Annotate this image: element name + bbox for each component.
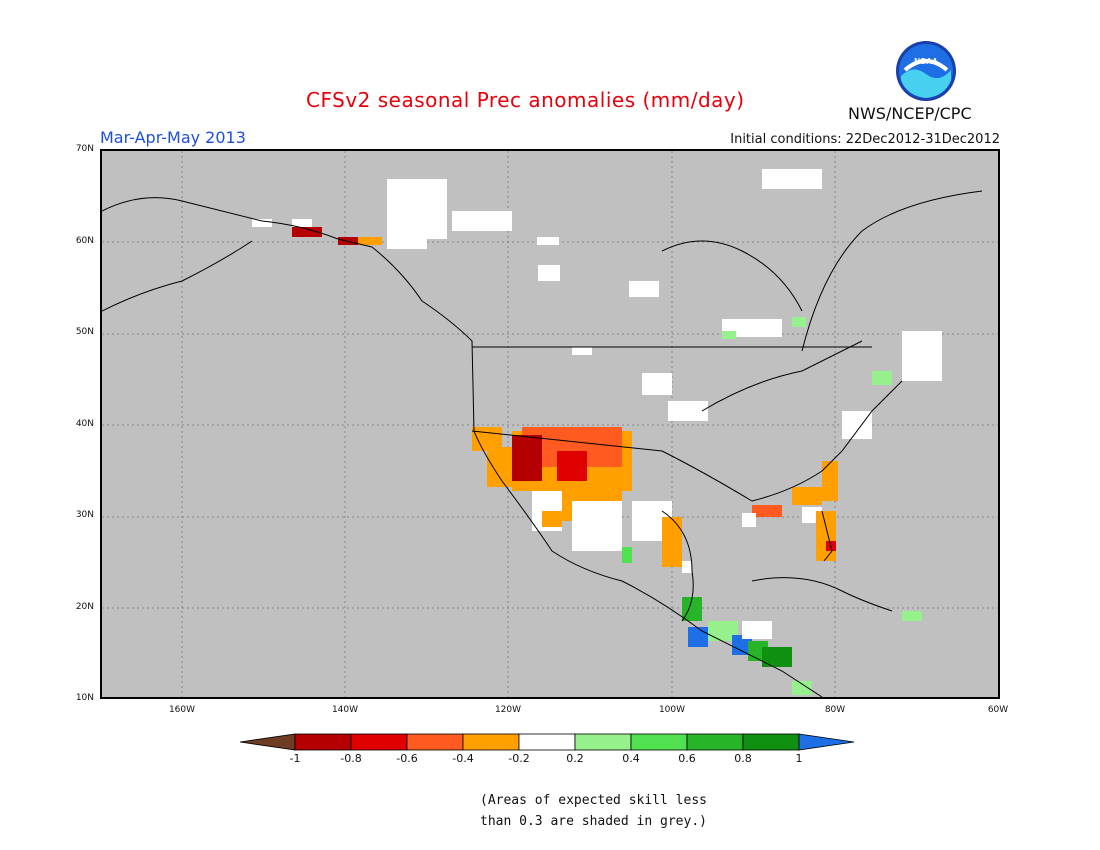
colorbar-tick-label: 0.2	[566, 752, 584, 765]
colorbar-cell	[294, 733, 352, 751]
colorbar-cell	[406, 733, 464, 751]
colorbar-tick-label: 0.6	[678, 752, 696, 765]
season-label: Mar-Apr-May 2013	[100, 128, 246, 147]
colorbar-tick-label: 0.4	[622, 752, 640, 765]
footnote-line-1: (Areas of expected skill less	[480, 793, 707, 808]
colorbar-cell	[686, 733, 744, 751]
colorbar-cell	[630, 733, 688, 751]
agency-label: NWS/NCEP/CPC	[848, 104, 972, 123]
initial-conditions-label: Initial conditions: 22Dec2012-31Dec2012	[730, 132, 1000, 147]
lon-label-60w: 60W	[987, 705, 1009, 715]
map-panel	[100, 149, 1000, 699]
lon-label-160w: 160W	[168, 705, 196, 715]
colorbar-tick-label: -0.6	[396, 752, 418, 765]
map-canvas	[101, 151, 998, 698]
colorbar-tick-label: -0.8	[340, 752, 362, 765]
coastlines	[101, 190, 983, 698]
anomaly-shading	[252, 169, 942, 695]
skill-footnote: (Areas of expected skill less than 0.3 a…	[480, 790, 707, 832]
colorbar-cell	[518, 733, 576, 751]
colorbar-arrow-right	[798, 733, 855, 751]
lat-label-10n: 10N	[75, 693, 94, 703]
lon-label-100w: 100W	[658, 705, 686, 715]
lon-label-80w: 80W	[824, 705, 846, 715]
lon-label-120w: 120W	[494, 705, 522, 715]
colorbar-tick-label: -0.2	[508, 752, 530, 765]
map-title: CFSv2 seasonal Prec anomalies (mm/day)	[306, 88, 745, 112]
lat-label-40n: 40N	[75, 419, 94, 429]
colorbar-cell	[742, 733, 800, 751]
lon-label-140w: 140W	[331, 705, 359, 715]
lat-label-60n: 60N	[75, 236, 94, 246]
logo-text: NOAA	[914, 57, 938, 66]
colorbar	[240, 733, 855, 751]
colorbar-tick-label: 0.8	[734, 752, 752, 765]
colorbar-cell	[350, 733, 408, 751]
lat-label-50n: 50N	[75, 327, 94, 337]
colorbar-tick-label: 1	[795, 752, 803, 765]
lat-label-20n: 20N	[75, 602, 94, 612]
footnote-line-2: than 0.3 are shaded in grey.)	[480, 814, 707, 829]
noaa-logo: NOAA	[896, 41, 956, 101]
colorbar-cell	[462, 733, 520, 751]
lat-label-70n: 70N	[75, 144, 94, 154]
colorbar-arrow-left	[240, 733, 296, 751]
colorbar-tick-label: -1	[289, 752, 301, 765]
colorbar-tick-label: -0.4	[452, 752, 474, 765]
colorbar-cell	[574, 733, 632, 751]
lat-label-30n: 30N	[75, 510, 94, 520]
